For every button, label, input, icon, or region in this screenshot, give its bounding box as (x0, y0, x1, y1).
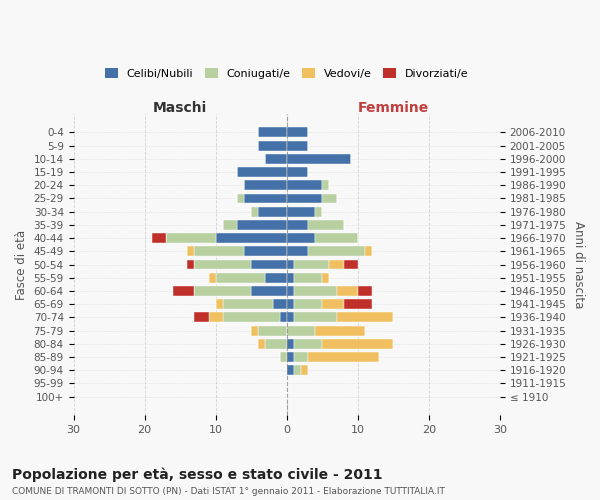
Bar (287, 339, 294, 348)
Bar (294, 286, 337, 296)
Bar (287, 180, 322, 190)
Bar (244, 180, 287, 190)
Bar (287, 246, 308, 256)
Bar (287, 167, 308, 177)
Bar (215, 273, 265, 282)
Bar (287, 312, 294, 322)
Text: Femmine: Femmine (358, 101, 429, 115)
Bar (294, 273, 322, 282)
Bar (287, 140, 308, 150)
Bar (259, 339, 265, 348)
Bar (287, 352, 294, 362)
Bar (209, 312, 223, 322)
Bar (265, 273, 287, 282)
Bar (223, 312, 280, 322)
Bar (259, 326, 287, 336)
Bar (322, 273, 329, 282)
Bar (287, 154, 351, 164)
Bar (272, 299, 287, 309)
Bar (287, 286, 294, 296)
Bar (187, 246, 194, 256)
Bar (337, 286, 358, 296)
Bar (251, 206, 259, 216)
Bar (287, 194, 322, 203)
Bar (287, 299, 294, 309)
Bar (365, 246, 372, 256)
Bar (287, 206, 315, 216)
Bar (209, 273, 215, 282)
Bar (287, 326, 315, 336)
Bar (194, 246, 244, 256)
Bar (173, 286, 194, 296)
Bar (166, 233, 215, 243)
Legend: Celibi/Nubili, Coniugati/e, Vedovi/e, Divorziati/e: Celibi/Nubili, Coniugati/e, Vedovi/e, Di… (101, 65, 472, 82)
Bar (287, 260, 294, 270)
Bar (237, 194, 244, 203)
Bar (315, 233, 358, 243)
Bar (315, 326, 365, 336)
Bar (280, 352, 287, 362)
Bar (294, 312, 337, 322)
Bar (358, 286, 372, 296)
Bar (322, 194, 337, 203)
Bar (215, 299, 223, 309)
Bar (308, 246, 365, 256)
Bar (259, 128, 287, 138)
Bar (194, 286, 251, 296)
Bar (287, 273, 294, 282)
Text: COMUNE DI TRAMONTI DI SOTTO (PN) - Dati ISTAT 1° gennaio 2011 - Elaborazione TUT: COMUNE DI TRAMONTI DI SOTTO (PN) - Dati … (12, 488, 445, 496)
Bar (259, 206, 287, 216)
Y-axis label: Anni di nascita: Anni di nascita (572, 221, 585, 308)
Y-axis label: Fasce di età: Fasce di età (15, 230, 28, 300)
Bar (251, 260, 287, 270)
Bar (215, 233, 287, 243)
Bar (152, 233, 166, 243)
Bar (337, 312, 394, 322)
Bar (287, 220, 308, 230)
Bar (280, 312, 287, 322)
Bar (259, 140, 287, 150)
Bar (294, 299, 322, 309)
Text: Maschi: Maschi (153, 101, 207, 115)
Text: Popolazione per età, sesso e stato civile - 2011: Popolazione per età, sesso e stato civil… (12, 468, 383, 482)
Bar (265, 339, 287, 348)
Bar (329, 260, 344, 270)
Bar (265, 154, 287, 164)
Bar (244, 194, 287, 203)
Bar (237, 220, 287, 230)
Bar (294, 339, 322, 348)
Bar (322, 180, 329, 190)
Bar (237, 167, 287, 177)
Bar (287, 365, 294, 375)
Bar (344, 260, 358, 270)
Bar (187, 260, 194, 270)
Bar (287, 128, 308, 138)
Bar (344, 299, 372, 309)
Bar (194, 312, 209, 322)
Bar (315, 206, 322, 216)
Bar (251, 286, 287, 296)
Bar (294, 352, 308, 362)
Bar (287, 233, 315, 243)
Bar (322, 339, 394, 348)
Bar (251, 326, 259, 336)
Bar (223, 299, 272, 309)
Bar (194, 260, 251, 270)
Bar (223, 220, 237, 230)
Bar (301, 365, 308, 375)
Bar (294, 365, 301, 375)
Bar (322, 299, 344, 309)
Bar (244, 246, 287, 256)
Bar (308, 352, 379, 362)
Bar (294, 260, 329, 270)
Bar (308, 220, 344, 230)
